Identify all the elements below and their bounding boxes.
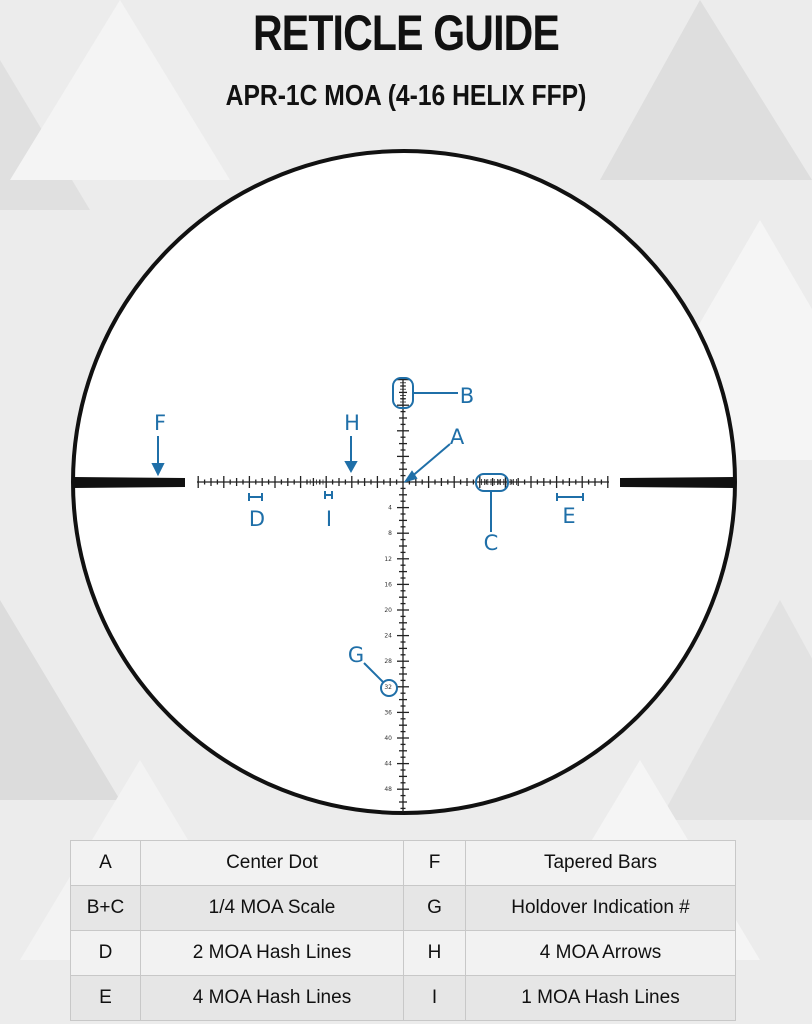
callout-label-e: E bbox=[562, 504, 575, 528]
holdover-number: 12 bbox=[384, 556, 392, 563]
holdover-number: 20 bbox=[384, 607, 392, 614]
legend-key2: H bbox=[403, 930, 466, 976]
legend-label: Center Dot bbox=[140, 840, 404, 886]
legend-row: B+C 1/4 MOA Scale G Holdover Indication # bbox=[70, 885, 736, 931]
callout-label-b: B bbox=[460, 384, 474, 408]
legend-label2: 1 MOA Hash Lines bbox=[465, 975, 736, 1021]
legend-key: E bbox=[70, 975, 141, 1021]
holdover-number: 36 bbox=[384, 709, 392, 716]
legend-label: 4 MOA Hash Lines bbox=[140, 975, 404, 1021]
tapered-bar-left bbox=[73, 477, 185, 488]
holdover-number: 16 bbox=[384, 581, 392, 588]
holdover-number: 28 bbox=[384, 658, 392, 665]
legend-key2: I bbox=[403, 975, 466, 1021]
legend-key: B+C bbox=[70, 885, 141, 931]
callout-label-c: C bbox=[484, 531, 499, 555]
holdover-number: 24 bbox=[384, 633, 392, 640]
legend-key: A bbox=[70, 840, 141, 886]
legend-label: 2 MOA Hash Lines bbox=[140, 930, 404, 976]
legend-key: D bbox=[70, 930, 141, 976]
holdover-number: 32 bbox=[384, 684, 392, 691]
legend-key2: F bbox=[403, 840, 466, 886]
holdover-number: 4 bbox=[388, 505, 392, 512]
legend-label2: 4 MOA Arrows bbox=[465, 930, 736, 976]
page-title: RETICLE GUIDE bbox=[253, 5, 560, 61]
legend-table: A Center Dot F Tapered Bars B+C 1/4 MOA Scale… bbox=[70, 840, 736, 1021]
legend-label: 1/4 MOA Scale bbox=[140, 885, 404, 931]
legend-label2: Holdover Indication # bbox=[465, 885, 736, 931]
legend-label2: Tapered Bars bbox=[465, 840, 736, 886]
callout-label-i: I bbox=[326, 507, 332, 531]
callout-label-h: H bbox=[344, 411, 360, 435]
legend-key2: G bbox=[403, 885, 466, 931]
holdover-number: 48 bbox=[384, 786, 392, 793]
holdover-number: 8 bbox=[388, 530, 392, 537]
callout-label-f: F bbox=[154, 411, 166, 435]
callout-label-d: D bbox=[249, 507, 265, 531]
tapered-bar-right bbox=[620, 477, 735, 488]
holdover-number: 40 bbox=[384, 735, 392, 742]
holdover-number: 44 bbox=[384, 761, 392, 768]
callout-g-circle bbox=[380, 679, 398, 697]
callout-label-a: A bbox=[450, 425, 465, 449]
page-subtitle: APR-1C MOA (4-16 HELIX FFP) bbox=[225, 80, 587, 112]
callout-label-g: G bbox=[348, 643, 364, 667]
callouts bbox=[151, 377, 584, 697]
legend-row: A Center Dot F Tapered Bars bbox=[70, 840, 736, 886]
